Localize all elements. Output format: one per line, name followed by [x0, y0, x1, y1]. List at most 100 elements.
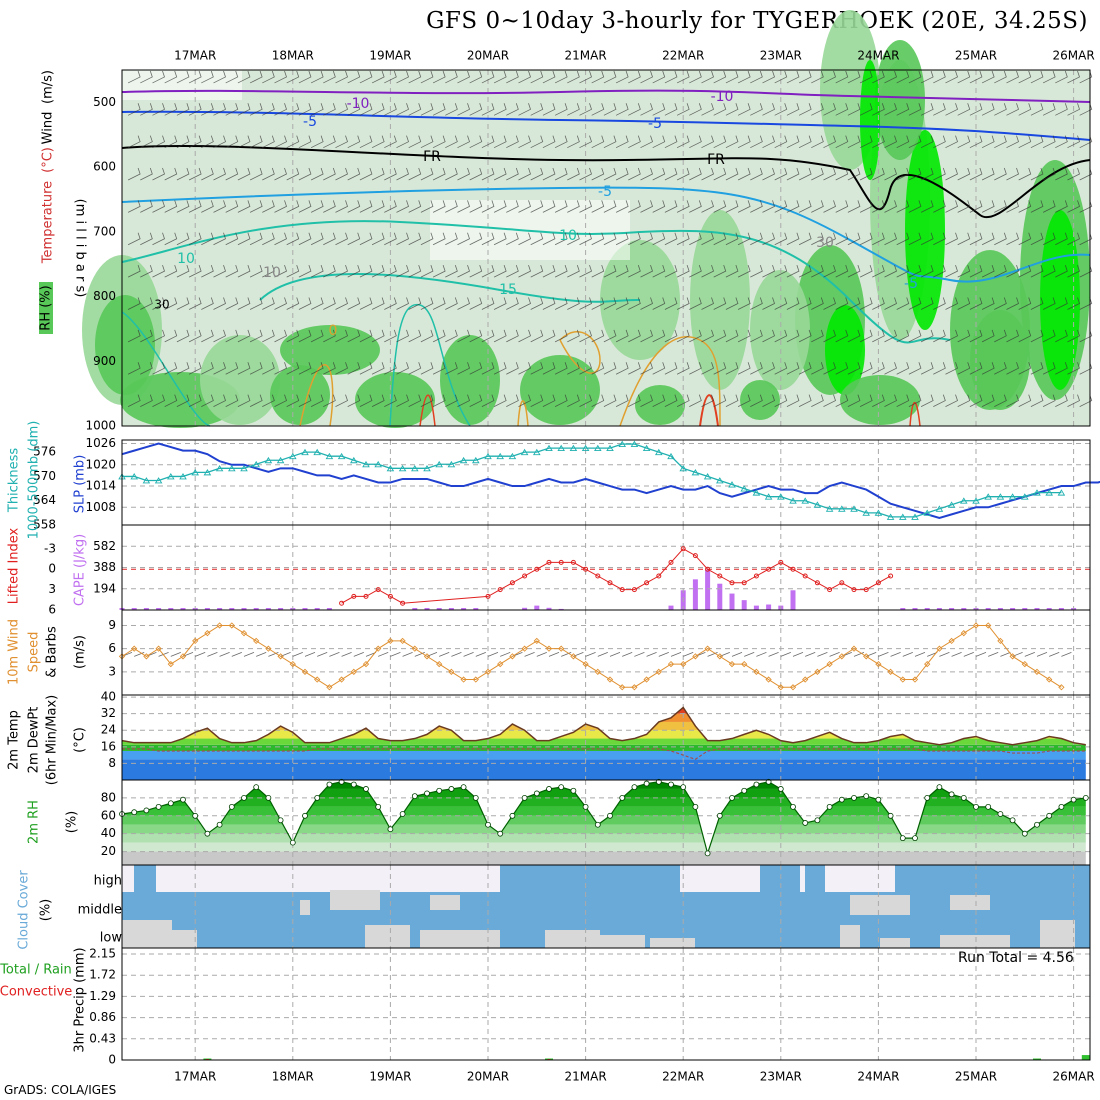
cape-bar — [900, 608, 906, 610]
run-total-annotation: Run Total = 4.56 — [958, 950, 1074, 966]
thickness-marker — [947, 501, 956, 508]
wind-barb — [457, 200, 470, 213]
wind-barb — [957, 167, 971, 181]
thickness-marker — [691, 469, 700, 476]
wind-barb — [420, 70, 434, 84]
wind-barb — [140, 297, 153, 310]
wind-barb — [164, 394, 178, 407]
wind-barb — [811, 232, 824, 246]
wind-barb — [310, 297, 324, 310]
wind-barb — [286, 70, 300, 84]
wind-barb — [579, 329, 592, 343]
wind-barb — [530, 103, 544, 116]
wind-barb — [1055, 167, 1068, 181]
wind-barb — [548, 652, 560, 657]
wind-barb — [188, 232, 202, 246]
wind-barb — [847, 329, 861, 343]
wind-barb — [542, 265, 556, 278]
wind-barb — [274, 297, 287, 310]
wind-barb — [615, 265, 629, 278]
rh-legend-label: RH (%) — [39, 285, 54, 330]
wind-barb — [432, 103, 446, 116]
rh-marker — [704, 850, 711, 857]
wind-barb — [878, 652, 889, 657]
wind-barb — [591, 103, 605, 116]
wind-barb — [530, 329, 544, 343]
li-ylabel: Lifted Index — [7, 527, 22, 604]
rh-marker — [1034, 821, 1040, 828]
rh-marker — [570, 787, 577, 794]
wind-barb — [737, 362, 751, 375]
wind-barb — [408, 135, 422, 149]
wind-barb — [329, 652, 340, 657]
wind-barb — [628, 394, 641, 407]
wind-speed-marker — [326, 684, 333, 691]
wind-barb — [872, 70, 885, 84]
wind-barb — [469, 362, 483, 375]
wind-speed-marker — [838, 653, 845, 660]
wind-barb — [786, 135, 800, 149]
li-marker — [339, 600, 345, 606]
wind-barb — [384, 394, 397, 407]
panel-frame — [121, 609, 1091, 696]
rh-marker — [253, 784, 260, 791]
wind-barb — [225, 362, 239, 375]
temp-band — [122, 707, 1086, 714]
wind-barb — [786, 70, 800, 84]
cape-bar — [1046, 608, 1052, 610]
wind-speed-marker — [936, 645, 943, 652]
wind-barb — [640, 362, 653, 375]
wind-barb — [323, 265, 336, 278]
wind-barb — [262, 265, 275, 278]
thickness-marker — [764, 493, 773, 500]
wind-barb — [298, 70, 312, 84]
wind-barb — [664, 135, 678, 149]
rh-fill-area — [860, 60, 880, 180]
wind-barb — [530, 362, 544, 375]
wind-barb — [286, 200, 300, 213]
thickness-marker — [203, 469, 212, 476]
wind-barb — [323, 200, 336, 213]
wind-barb — [188, 200, 202, 213]
wind-barb — [420, 200, 434, 213]
wind-barb — [274, 135, 287, 149]
li-marker — [583, 566, 589, 572]
wind-barb — [347, 200, 361, 213]
wind-barb — [445, 329, 458, 343]
isotherm-label: 10 — [559, 228, 577, 244]
rh-marker — [509, 812, 516, 819]
cape-bar — [729, 593, 735, 610]
wind-barb — [323, 232, 336, 246]
wind-barb — [493, 200, 507, 213]
rh-marker — [241, 794, 247, 801]
wind-barb — [274, 394, 287, 407]
cape-bar — [1058, 608, 1064, 610]
wind-barb — [945, 297, 958, 310]
wind-barb — [933, 362, 946, 375]
wind-barb — [176, 167, 190, 181]
cape-bar — [131, 608, 137, 610]
wind-barb — [371, 167, 385, 181]
wind-barb — [835, 297, 849, 310]
wind-speed-marker — [960, 630, 967, 637]
wind-barb — [628, 103, 641, 116]
wind-barb — [359, 70, 373, 84]
thickness-marker — [655, 448, 663, 456]
wind-barb — [432, 167, 446, 181]
wind-barb — [969, 265, 983, 278]
rh-marker — [765, 778, 772, 785]
wind-barb — [213, 265, 226, 278]
wind-barb — [554, 394, 568, 407]
wind-barb — [140, 167, 153, 181]
wind-barb — [847, 103, 861, 116]
wind-barb — [384, 329, 397, 343]
wind-barb — [298, 135, 312, 149]
wind-barb — [969, 232, 983, 246]
cape-tick-label: 388 — [93, 560, 116, 574]
wind-barb — [445, 362, 458, 375]
wind-tick-label: 6 — [108, 641, 116, 655]
cape-bar — [534, 605, 540, 610]
wind-barb — [286, 265, 300, 278]
wind-barb — [323, 297, 336, 310]
wind-speed-marker — [875, 660, 882, 668]
